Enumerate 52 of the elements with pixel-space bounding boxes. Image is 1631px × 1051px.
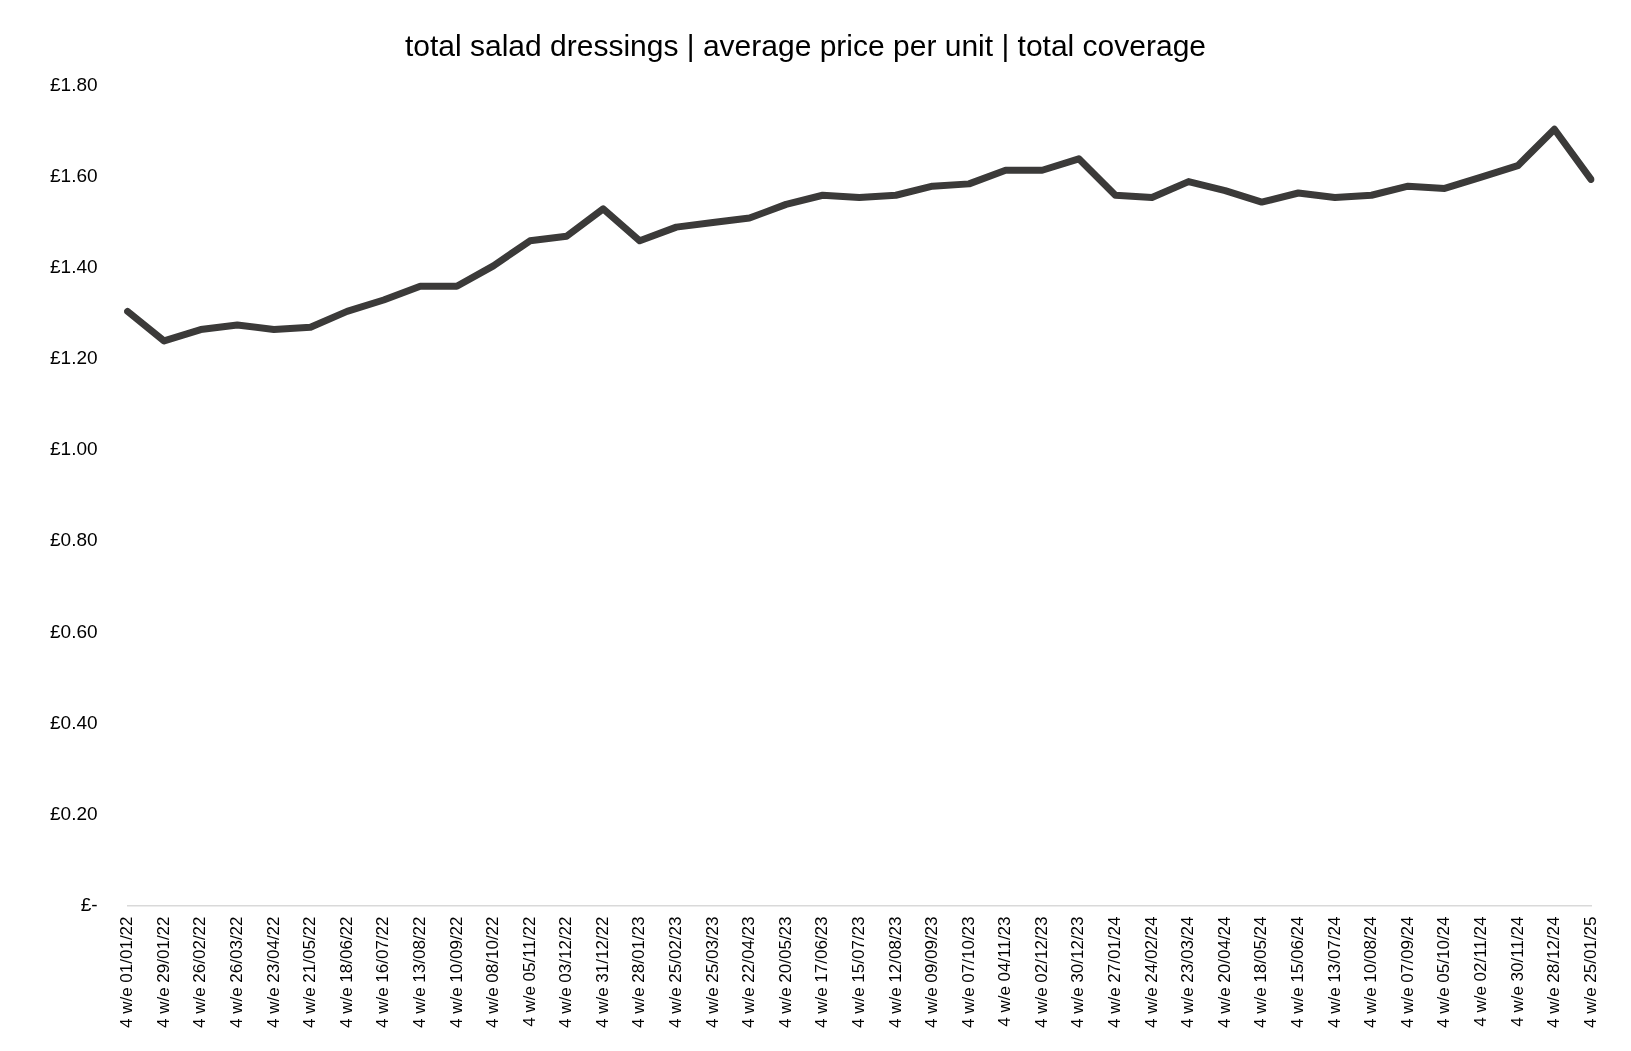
x-tick-label: 4 w/e 28/01/23 (629, 916, 649, 1028)
x-tick-label: 4 w/e 23/04/22 (263, 916, 283, 1028)
x-tick-label: 4 w/e 13/07/24 (1324, 916, 1344, 1028)
x-tick-label: 4 w/e 26/02/22 (190, 916, 210, 1028)
y-tick-label: £1.40 (50, 256, 98, 278)
x-tick-label: 4 w/e 05/10/24 (1434, 916, 1454, 1028)
x-tick-label: 4 w/e 30/11/24 (1507, 916, 1527, 1027)
x-tick-label: 4 w/e 15/07/23 (848, 916, 868, 1028)
y-tick-label: £0.60 (50, 620, 98, 642)
x-tick-label: 4 w/e 18/05/24 (1251, 916, 1271, 1028)
x-tick-label: 4 w/e 23/03/24 (1178, 916, 1198, 1028)
x-tick-label: 4 w/e 30/12/23 (1068, 916, 1088, 1028)
y-tick-label: £0.80 (50, 529, 98, 551)
x-tick-label: 4 w/e 07/10/23 (958, 916, 978, 1028)
x-tick-label: 4 w/e 08/10/22 (483, 916, 503, 1028)
x-tick-label: 4 w/e 01/01/22 (117, 916, 137, 1028)
y-tick-label: £1.60 (50, 165, 98, 187)
x-tick-label: 4 w/e 13/08/22 (409, 916, 429, 1028)
x-tick-label: 4 w/e 24/02/24 (1141, 916, 1161, 1028)
y-tick-label: £- (80, 893, 98, 915)
x-tick-label: 4 w/e 21/05/22 (300, 916, 320, 1028)
x-tick-label: 4 w/e 15/06/24 (1288, 916, 1307, 1028)
x-tick-label: 4 w/e 07/09/24 (1397, 916, 1417, 1028)
x-tick-label: 4 w/e 22/04/23 (739, 916, 759, 1028)
y-tick-label: £0.40 (50, 711, 98, 733)
y-tick-label: £1.00 (50, 438, 98, 460)
x-tick-label: 4 w/e 25/01/25 (1580, 916, 1600, 1028)
x-tick-label: 4 w/e 02/11/24 (1470, 916, 1490, 1027)
x-tick-label: 4 w/e 10/08/24 (1361, 916, 1381, 1028)
x-tick-label: 4 w/e 04/11/23 (995, 916, 1015, 1027)
chart-title: total salad dressings | average price per unit | total coverage (404, 29, 1207, 63)
x-tick-label: 4 w/e 18/06/22 (336, 916, 356, 1028)
x-tick-label: 4 w/e 28/12/24 (1544, 916, 1564, 1028)
x-tick-label: 4 w/e 27/01/24 (1105, 916, 1125, 1028)
y-tick-label: £1.80 (50, 74, 98, 96)
x-tick-label: 4 w/e 17/06/23 (812, 916, 832, 1028)
x-tick-label: 4 w/e 02/12/23 (1031, 916, 1051, 1028)
x-tick-label: 4 w/e 20/04/24 (1214, 916, 1234, 1028)
x-tick-label: 4 w/e 26/03/22 (226, 916, 246, 1028)
x-tick-label: 4 w/e 16/07/22 (373, 916, 393, 1028)
y-tick-label: £1.20 (50, 347, 98, 369)
x-tick-label: 4 w/e 25/02/23 (666, 916, 686, 1028)
x-tick-label: 4 w/e 09/09/23 (922, 916, 942, 1028)
x-tick-label: 4 w/e 31/12/22 (592, 916, 612, 1028)
y-tick-label: £0.20 (50, 802, 98, 824)
x-tick-label: 4 w/e 29/01/22 (153, 916, 173, 1028)
x-tick-label: 4 w/e 20/05/23 (775, 916, 795, 1028)
x-tick-label: 4 w/e 12/08/23 (885, 916, 905, 1028)
x-tick-label: 4 w/e 25/03/23 (702, 916, 722, 1028)
x-tick-label: 4 w/e 10/09/22 (446, 916, 466, 1028)
x-tick-label: 4 w/e 05/11/22 (519, 916, 539, 1027)
x-tick-label: 4 w/e 03/12/22 (556, 916, 576, 1028)
